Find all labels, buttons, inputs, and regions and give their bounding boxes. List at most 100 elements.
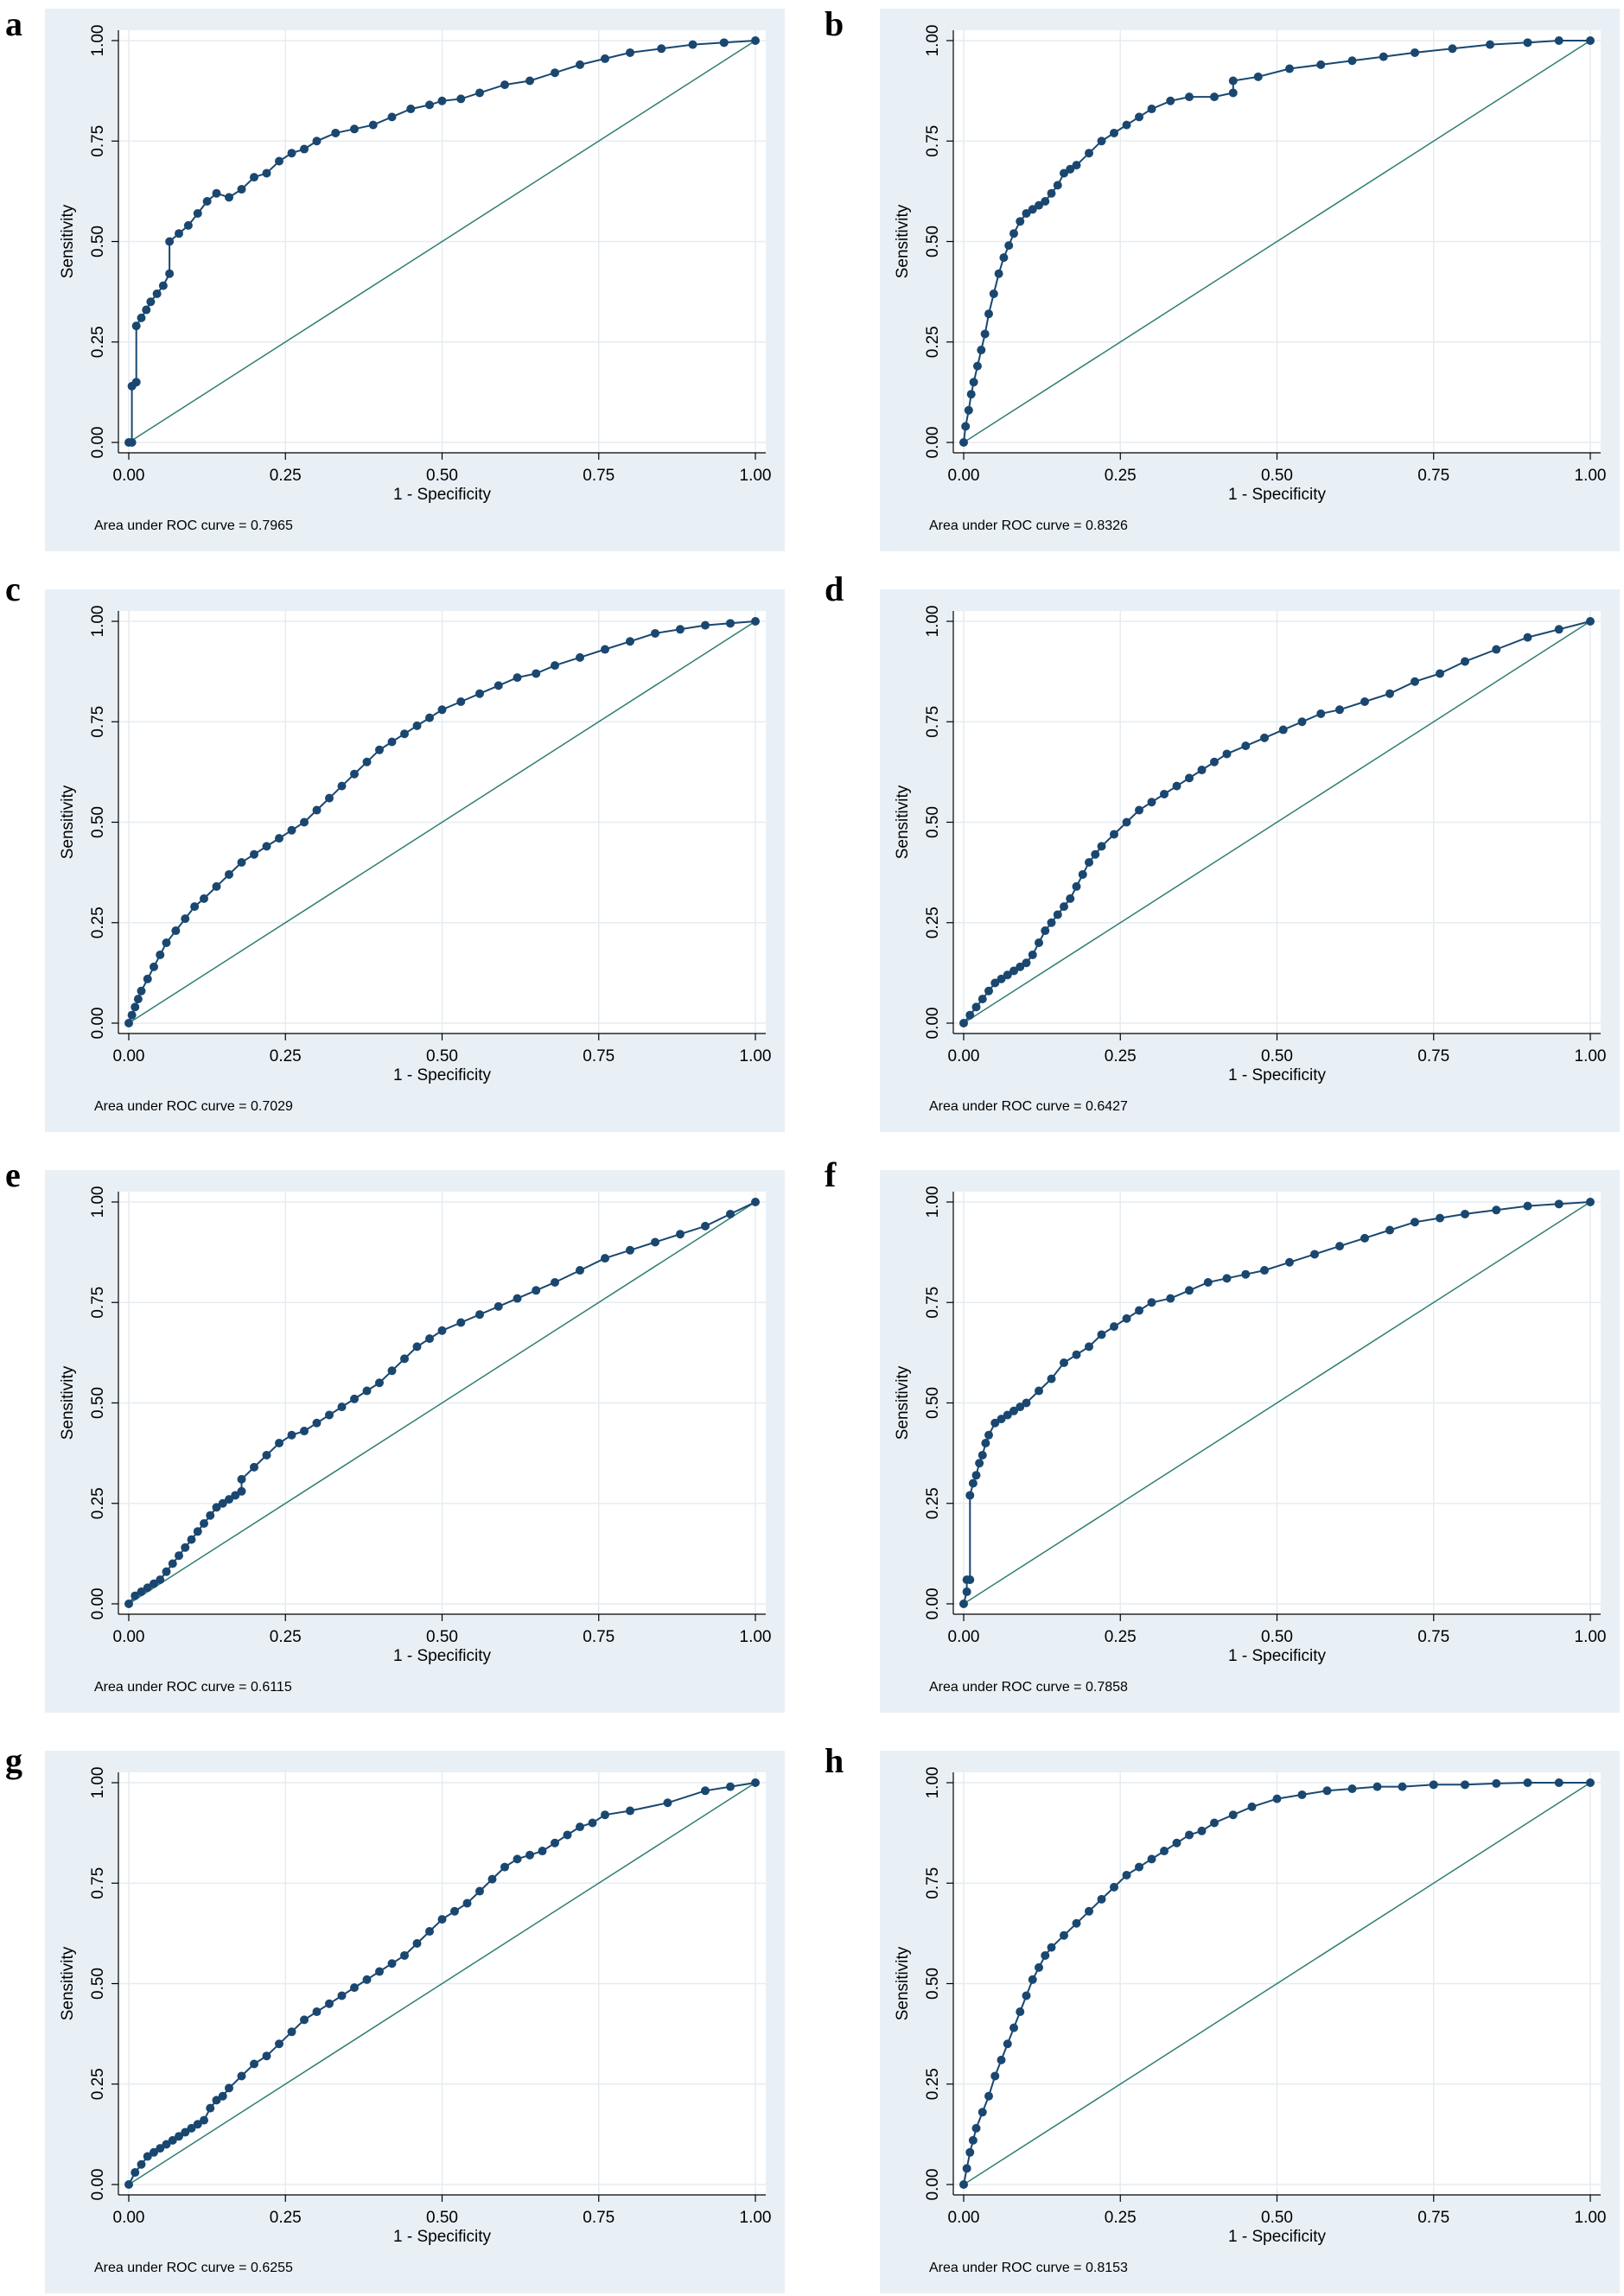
roc-point bbox=[551, 68, 559, 78]
roc-point bbox=[175, 1551, 183, 1561]
roc-point bbox=[1278, 725, 1288, 735]
roc-point bbox=[1085, 858, 1093, 867]
roc-point bbox=[193, 1527, 202, 1536]
roc-point bbox=[131, 1002, 140, 1012]
roc-point bbox=[462, 1898, 472, 1908]
roc-point bbox=[262, 2051, 271, 2061]
roc-point bbox=[1586, 1198, 1595, 1206]
roc-point bbox=[1078, 869, 1087, 879]
roc-point bbox=[262, 169, 271, 178]
roc-point bbox=[626, 48, 634, 57]
roc-point bbox=[425, 713, 434, 722]
roc-point bbox=[231, 1491, 240, 1500]
roc-point bbox=[1285, 64, 1294, 73]
roc-point bbox=[1072, 1918, 1081, 1928]
roc-point bbox=[350, 1394, 359, 1403]
x-tick-label: 0.75 bbox=[1417, 2209, 1449, 2227]
y-tick-label: 0.75 bbox=[89, 1867, 107, 1899]
roc-point bbox=[146, 297, 156, 307]
roc-point bbox=[1185, 92, 1194, 102]
roc-point bbox=[1347, 1784, 1357, 1793]
roc-point bbox=[525, 76, 534, 86]
roc-point bbox=[972, 361, 982, 371]
x-tick-label: 0.00 bbox=[948, 1047, 980, 1065]
roc-point bbox=[1322, 1786, 1332, 1796]
roc-point bbox=[1241, 741, 1251, 751]
x-tick-label: 1.00 bbox=[1575, 1628, 1607, 1646]
roc-point bbox=[751, 1198, 760, 1206]
roc-point bbox=[475, 88, 484, 98]
x-tick-label: 1.00 bbox=[740, 1047, 772, 1065]
roc-point bbox=[965, 1491, 975, 1500]
roc-point bbox=[362, 1386, 372, 1396]
roc-point bbox=[127, 438, 137, 447]
roc-point bbox=[250, 173, 258, 182]
roc-point bbox=[1228, 76, 1238, 86]
roc-point bbox=[1523, 1778, 1532, 1787]
roc-point bbox=[1122, 1313, 1131, 1323]
roc-point bbox=[368, 120, 378, 130]
roc-point bbox=[563, 1830, 572, 1840]
y-axis-title: Sensitivity bbox=[59, 785, 77, 859]
roc-panel-a: 0.00 0.25 0.50 0.75 1.00 0.00 0.25 0.50 0.75 1.00… bbox=[45, 9, 785, 551]
x-tick-label: 0.75 bbox=[583, 467, 615, 485]
roc-point bbox=[1372, 1782, 1382, 1791]
roc-point bbox=[1203, 1278, 1213, 1287]
roc-point bbox=[325, 1410, 334, 1420]
roc-point bbox=[165, 269, 175, 278]
roc-point bbox=[513, 673, 522, 683]
roc-panel-g: 0.00 0.25 0.50 0.75 1.00 0.00 0.25 0.50 0.75 1.00… bbox=[45, 1751, 785, 2293]
y-axis-title: Sensitivity bbox=[59, 204, 77, 278]
roc-point bbox=[1035, 1386, 1043, 1396]
roc-point bbox=[1097, 137, 1106, 146]
roc-point bbox=[165, 237, 175, 246]
roc-point bbox=[966, 390, 976, 399]
roc-point bbox=[1247, 1802, 1257, 1811]
roc-point bbox=[1492, 1778, 1501, 1788]
roc-point bbox=[212, 881, 221, 891]
reference-diagonal-line bbox=[963, 40, 1591, 443]
roc-point bbox=[1285, 1257, 1294, 1267]
roc-point bbox=[202, 197, 212, 206]
x-tick-label: 0.75 bbox=[1417, 1628, 1449, 1646]
roc-point bbox=[1492, 1205, 1501, 1215]
roc-point bbox=[287, 2027, 296, 2037]
x-tick-label: 0.25 bbox=[270, 467, 302, 485]
roc-point bbox=[1147, 798, 1156, 807]
y-axis-title: Sensitivity bbox=[59, 1365, 77, 1440]
roc-point bbox=[1222, 749, 1232, 759]
roc-point bbox=[1448, 44, 1457, 54]
y-tick-label: 0.50 bbox=[924, 1387, 942, 1419]
y-tick-label: 0.25 bbox=[924, 2068, 942, 2100]
roc-point bbox=[494, 681, 503, 690]
roc-point bbox=[1060, 169, 1068, 178]
roc-point bbox=[1047, 1374, 1056, 1383]
roc-point bbox=[663, 1798, 672, 1808]
auc-annotation: Area under ROC curve = 0.6427 bbox=[929, 1099, 1128, 1114]
y-tick-label: 0.25 bbox=[89, 1487, 107, 1519]
roc-point bbox=[751, 1778, 760, 1787]
roc-point bbox=[218, 1498, 227, 1508]
roc-point bbox=[1003, 1410, 1012, 1420]
roc-point bbox=[200, 2115, 208, 2125]
roc-point bbox=[978, 995, 987, 1004]
roc-point bbox=[1160, 789, 1169, 798]
roc-point bbox=[1097, 1894, 1106, 1904]
roc-point bbox=[475, 1310, 484, 1320]
x-axis-title: 1 - Specificity bbox=[1228, 2228, 1326, 2246]
roc-panel-b: 0.00 0.25 0.50 0.75 1.00 0.00 0.25 0.50 0.75 1.00… bbox=[880, 9, 1620, 551]
roc-point bbox=[990, 2071, 1000, 2081]
y-tick-label: 1.00 bbox=[89, 25, 107, 57]
panel-label-a: a bbox=[5, 4, 22, 43]
roc-point bbox=[525, 1850, 534, 1860]
x-tick-label: 1.00 bbox=[1575, 2209, 1607, 2227]
reference-diagonal-line bbox=[128, 620, 756, 1024]
y-tick-label: 0.25 bbox=[924, 906, 942, 938]
y-tick-label: 1.00 bbox=[89, 1186, 107, 1218]
roc-point bbox=[1260, 733, 1269, 742]
roc-point bbox=[981, 1439, 990, 1447]
roc-point bbox=[1009, 966, 1018, 976]
roc-point bbox=[131, 321, 141, 331]
x-tick-label: 0.50 bbox=[1261, 1628, 1293, 1646]
roc-point bbox=[350, 124, 359, 134]
